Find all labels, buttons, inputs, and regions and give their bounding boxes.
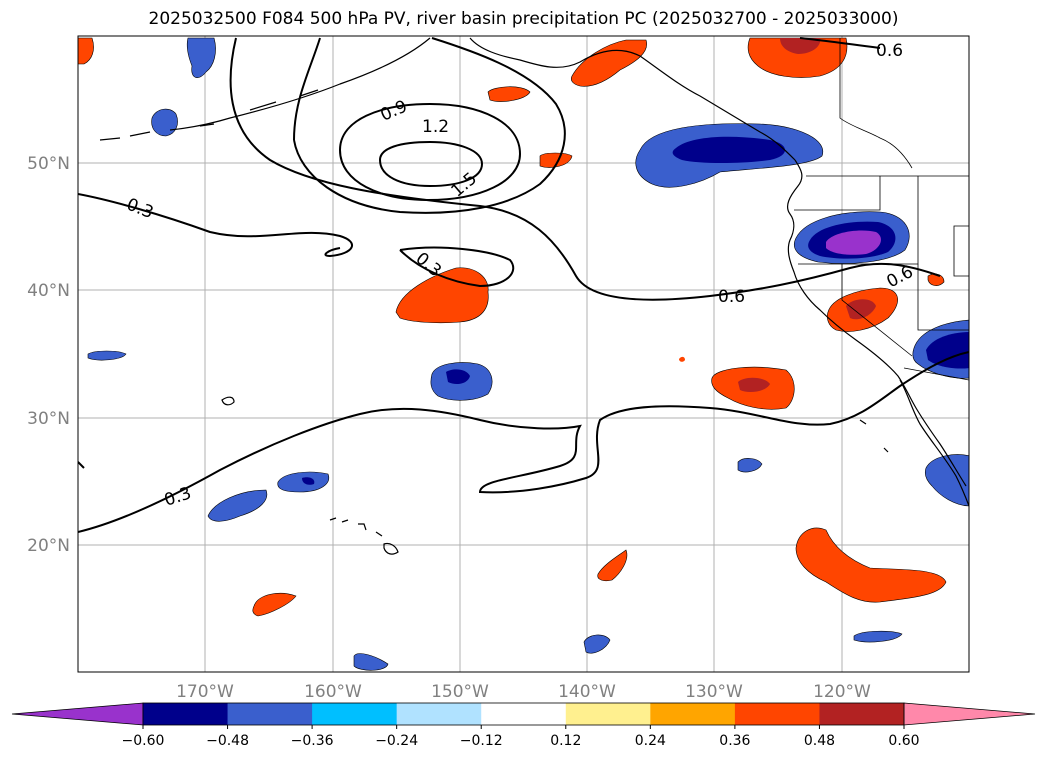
contour-label-0-6-east: 0.6	[718, 287, 745, 307]
colorbar-swatch	[481, 703, 567, 725]
coast-islands-west	[99, 123, 215, 141]
coast-alaska-peninsula	[169, 37, 431, 131]
coast-alaska-mainland	[469, 37, 796, 161]
anomaly-east-small	[737, 458, 763, 473]
lon-label-120w: 120°W	[813, 682, 871, 702]
colorbar-tick-label: 0.24	[635, 733, 666, 749]
anomaly-alaska-gulf-core	[672, 136, 785, 163]
pv-contour-0-9	[293, 37, 566, 214]
anomaly-bc-coast	[747, 37, 848, 78]
border-nv-az	[917, 264, 969, 331]
contour-label-1-2: 1.2	[422, 117, 449, 137]
coastlines	[99, 37, 969, 555]
coast-bc	[786, 159, 967, 487]
colorbar-extend-right	[903, 702, 1036, 726]
colorbar-swatch	[819, 703, 905, 725]
lon-label-150w: 150°W	[431, 682, 489, 702]
coast-mexico-islands	[859, 419, 889, 453]
pv-contour-0-3	[78, 193, 353, 258]
border-alaska-canada	[839, 38, 913, 169]
anomaly-oregon-core	[826, 230, 881, 255]
anomaly-hawaii-south	[353, 653, 389, 671]
colorbar: −0.60 −0.48 −0.36 −0.24 −0.12 0.12 0.24 0.36 0.4…	[11, 702, 1036, 749]
anomaly-northeast-pacific	[395, 267, 489, 324]
anomaly-south-small	[583, 634, 611, 654]
anomaly-aleutian	[151, 108, 178, 137]
precip-negative-anomalies	[87, 37, 969, 671]
anomaly-hawaii-west	[207, 489, 268, 522]
anomaly-dot	[679, 356, 685, 362]
map-frame	[77, 35, 970, 673]
colorbar-swatch	[227, 703, 313, 725]
colorbar-tick-labels: −0.60 −0.48 −0.36 −0.24 −0.12 0.12 0.24 0.36 0.4…	[122, 725, 920, 749]
pv-contour-0-6	[229, 37, 941, 301]
lat-label-40n: 40°N	[27, 281, 70, 301]
anomaly-west-small	[87, 350, 127, 361]
pv-contour-0-6-north	[799, 37, 881, 49]
colorbar-swatch	[565, 703, 651, 725]
lon-label-160w: 160°W	[304, 682, 362, 702]
anomaly-offshore-ca-core	[738, 377, 770, 392]
coast-hawaii	[329, 517, 399, 555]
colorbar-tick-label: 0.48	[804, 733, 835, 749]
colorbar-outline	[142, 702, 905, 726]
border-ca-nv	[841, 264, 913, 357]
colorbar-tick-label: −0.36	[291, 733, 334, 749]
colorbar-swatch	[312, 703, 398, 725]
lon-label-140w: 140°W	[558, 682, 616, 702]
anomaly-top-left	[186, 37, 216, 78]
pv-contours	[78, 37, 969, 533]
anomaly-central-pacific-core	[446, 369, 470, 384]
lat-label-20n: 20°N	[27, 536, 70, 556]
coast-small-island	[221, 396, 235, 406]
anomaly-subtropic-east	[795, 527, 947, 603]
colorbar-tick-label: −0.48	[206, 733, 249, 749]
pv-contour-0-3-mid	[399, 246, 515, 288]
anomaly-hawaii-north-core	[302, 477, 315, 485]
latitude-labels: 50°N 40°N 30°N 20°N	[27, 154, 70, 556]
anomaly-gulf-small-a	[487, 86, 531, 102]
anomaly-bc-coast-core	[780, 38, 821, 54]
anomaly-socal-core	[926, 332, 969, 369]
lon-label-170w: 170°W	[176, 682, 234, 702]
anomaly-gulf-small-b	[539, 152, 573, 168]
border-misc	[953, 225, 969, 277]
colorbar-extend-left	[11, 702, 144, 726]
colorbar-swatch	[396, 703, 482, 725]
anomaly-mexico	[924, 454, 969, 507]
lat-label-30n: 30°N	[27, 409, 70, 429]
border-us-mexico	[903, 367, 969, 381]
colorbar-tick-label: −0.12	[460, 733, 503, 749]
colorbar-tick-label: 0.12	[550, 733, 581, 749]
colorbar-tick-label: −0.24	[375, 733, 418, 749]
lat-label-50n: 50°N	[27, 154, 70, 174]
graticule	[78, 36, 969, 672]
contour-label-0-6-north: 0.6	[876, 41, 903, 61]
pv-contour-1-5	[378, 140, 484, 188]
colorbar-tick-label: 0.36	[719, 733, 750, 749]
colorbar-swatch	[734, 703, 820, 725]
pv-contour-0-3-south	[78, 351, 969, 533]
border-wa-or	[794, 176, 881, 211]
anomaly-hawaii-south-pos	[252, 593, 297, 617]
longitude-labels: 170°W 160°W 150°W 140°W 130°W 120°W	[176, 682, 871, 702]
political-borders	[794, 38, 969, 381]
colorbar-swatch	[143, 703, 229, 725]
anomaly-norcal-core	[846, 299, 876, 320]
colorbar-tick-label: −0.60	[122, 733, 165, 749]
coast-baja	[899, 379, 969, 507]
anomaly-far-left-top	[78, 37, 94, 65]
anomaly-southeast-small	[853, 630, 903, 643]
pv-contour-0-3-edge	[78, 461, 85, 469]
map-title: 2025032500 F084 500 hPa PV, river basin …	[148, 9, 899, 29]
colorbar-swatch	[650, 703, 736, 725]
anomaly-subtropic-mid	[597, 549, 628, 582]
colorbar-swatches	[143, 703, 905, 725]
lon-label-130w: 130°W	[685, 682, 743, 702]
colorbar-tick-label: 0.60	[888, 733, 919, 749]
